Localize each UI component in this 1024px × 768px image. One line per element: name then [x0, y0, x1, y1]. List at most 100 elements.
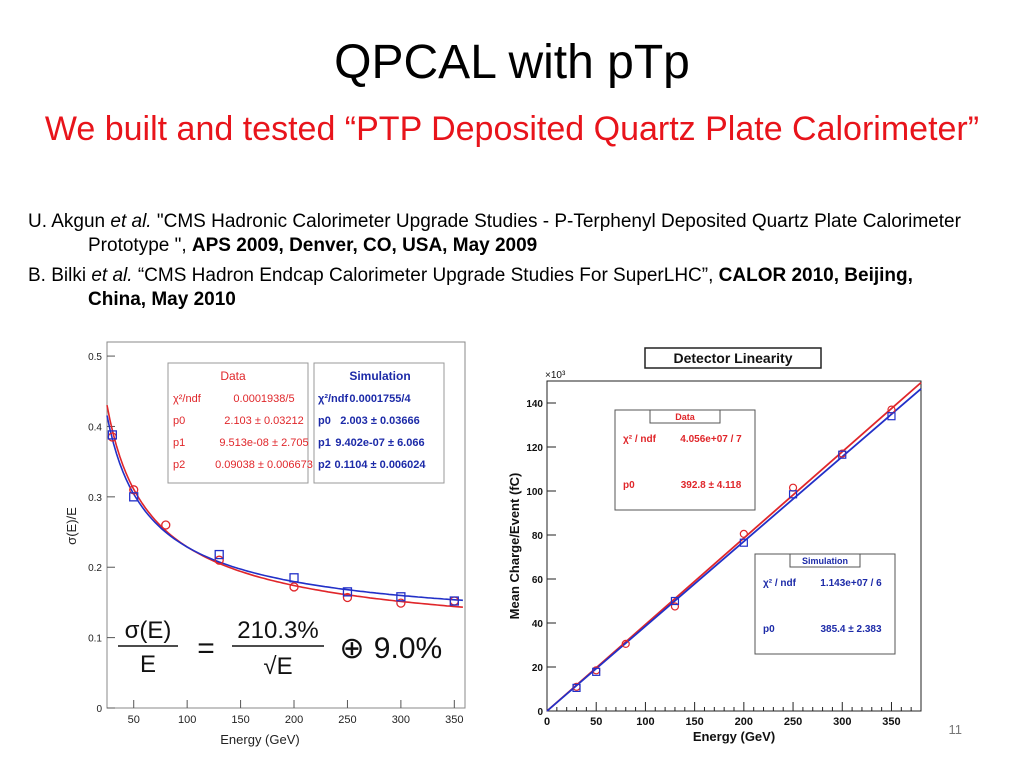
formula-lhs-den: E [140, 651, 156, 678]
formula-rhs-num: 210.3% [237, 617, 318, 644]
data-point [670, 602, 680, 611]
formula-constant: 9.0% [374, 632, 442, 665]
resolution-chart: 50 100 150 200 250 300 350 0 0.1 0.2 0.3 0.4 0.5 Dat… [64, 341, 466, 747]
x-tick-label: 300 [833, 716, 851, 728]
stats-param: p0 [173, 415, 185, 427]
slide-title: QPCAL with pTp [334, 36, 690, 89]
simulation-point [572, 683, 581, 692]
y-tick-label: 0.2 [88, 563, 102, 574]
stats-value: 392.8 ± 4.118 [681, 480, 742, 491]
y-tick-label: 0.3 [88, 493, 102, 504]
stats-title: Simulation [802, 556, 848, 566]
ref-etal: et al. [110, 211, 152, 232]
ref-etal: et al. [91, 265, 133, 286]
data-point [396, 598, 406, 608]
y-tick-label: 0.1 [88, 634, 102, 645]
stats-value: 1.143e+07 / 6 [820, 578, 882, 589]
y-tick-label: 0 [96, 704, 102, 715]
y-axis-label: Mean Charge/Event (fC) [507, 473, 522, 620]
stats-param: χ² / ndf [623, 434, 657, 445]
stats-param: χ²/ndf [318, 393, 348, 405]
y-tick-label: 100 [526, 487, 543, 498]
x-tick-label: 100 [178, 714, 196, 726]
ref-text: “CMS Hadron Endcap Calorimeter Upgrade S… [132, 265, 719, 286]
simulation-point [887, 412, 896, 421]
stats-value: 0.1104 ± 0.006024 [334, 459, 426, 471]
stats-box-data: Data χ² / ndf 4.056e+07 / 7 p0 392.8 ± 4.11… [614, 409, 756, 511]
x-tick-label: 250 [338, 714, 356, 726]
simulation-point [342, 587, 353, 597]
stats-value: 2.103 ± 0.03212 [224, 415, 303, 427]
data-point [214, 555, 224, 565]
simulation-point [107, 430, 117, 440]
simulation-point [838, 450, 847, 459]
simulation-point [592, 667, 601, 676]
simulation-point [788, 490, 798, 499]
x-axis-label: Energy (GeV) [693, 729, 775, 744]
stats-param: p0 [763, 624, 775, 635]
x-tick-label: 250 [784, 716, 802, 728]
ref-venue: CALOR 2010, Beijing, China, May 2010 [88, 265, 913, 310]
simulation-point [289, 573, 299, 583]
slide-subtitle: We built and tested “PTP Deposited Quart… [44, 110, 980, 148]
y-tick-label: 80 [532, 531, 544, 542]
data-point [161, 520, 171, 530]
ref-venue: APS 2009, Denver, CO, USA, May 2009 [191, 235, 538, 256]
data-point [289, 582, 299, 592]
x-tick-label: 350 [882, 716, 900, 728]
page-number: 11 [948, 722, 963, 737]
stats-value: 2.003 ± 0.03666 [340, 415, 419, 427]
stats-param: p2 [173, 459, 185, 471]
simulation-point [739, 538, 748, 547]
stats-value: 4.056e+07 / 7 [680, 434, 742, 445]
stats-param: p1 [318, 437, 331, 449]
x-tick-label: 150 [685, 716, 703, 728]
stats-box-simulation: Simulation χ² / ndf 1.143e+07 / 6 p0 385.4 … [754, 553, 896, 655]
stats-title: Data [675, 412, 696, 422]
x-tick-label: 350 [445, 714, 463, 726]
formula-equals: = [197, 632, 215, 665]
stats-title: Data [220, 369, 246, 383]
x-tick-label: 200 [735, 716, 753, 728]
x-tick-label: 300 [392, 714, 410, 726]
y-tick-label: 0.5 [88, 352, 102, 363]
x-tick-label: 100 [636, 716, 654, 728]
data-fit-curve [106, 405, 463, 608]
simulation-fit-line [546, 388, 922, 712]
stats-param: p0 [623, 480, 635, 491]
references: U. Akgun et al. "CMS Hadronic Calorimete… [28, 210, 968, 318]
ref-author: B. Bilki [28, 265, 92, 286]
chart-title-box [644, 347, 822, 369]
stats-param: χ² / ndf [763, 578, 797, 589]
x-axis-label: Energy (GeV) [220, 732, 299, 747]
x-tick-label: 50 [590, 716, 602, 728]
stats-value: 9.513e-08 ± 2.705 [219, 437, 308, 449]
stats-value: 0.09038 ± 0.006673 [215, 459, 313, 471]
y-tick-label: 0.4 [88, 422, 102, 433]
simulation-point [214, 549, 224, 560]
y-axis-label: σ(E)/E [64, 507, 79, 545]
reference-2: B. Bilki et al. “CMS Hadron Endcap Calor… [28, 264, 968, 312]
stats-value: 385.4 ± 2.383 [820, 624, 882, 635]
y-tick-label: 140 [526, 399, 543, 410]
y-tick-label: 0 [537, 707, 543, 718]
formula-oplus: ⊕ [339, 632, 364, 665]
stats-param: p0 [318, 415, 331, 427]
data-point [129, 485, 139, 495]
y-tick-label: 120 [526, 443, 543, 454]
linearity-chart: Detector Linearity ×10³ 0 50 100 150 200 250 3… [507, 347, 922, 744]
data-point [342, 592, 353, 603]
data-point [739, 529, 748, 538]
y-tick-label: 20 [532, 663, 544, 674]
simulation-point [449, 596, 459, 606]
simulation-point [129, 492, 139, 502]
reference-1: U. Akgun et al. "CMS Hadronic Calorimete… [28, 210, 968, 258]
x-tick-label: 50 [128, 714, 140, 726]
data-point [621, 639, 630, 648]
simulation-point [670, 596, 680, 606]
stats-box-data: Data χ²/ndf 0.0001938/5 p0 2.103 ± 0.03212 p… [167, 362, 313, 484]
x-tick-label: 0 [544, 716, 550, 728]
y-tick-label: 40 [532, 619, 544, 630]
stats-box-simulation: Simulation χ²/ndf 0.0001755/4 p0 2.003 ± 0.… [313, 362, 445, 484]
stats-param: χ²/ndf [173, 393, 202, 405]
